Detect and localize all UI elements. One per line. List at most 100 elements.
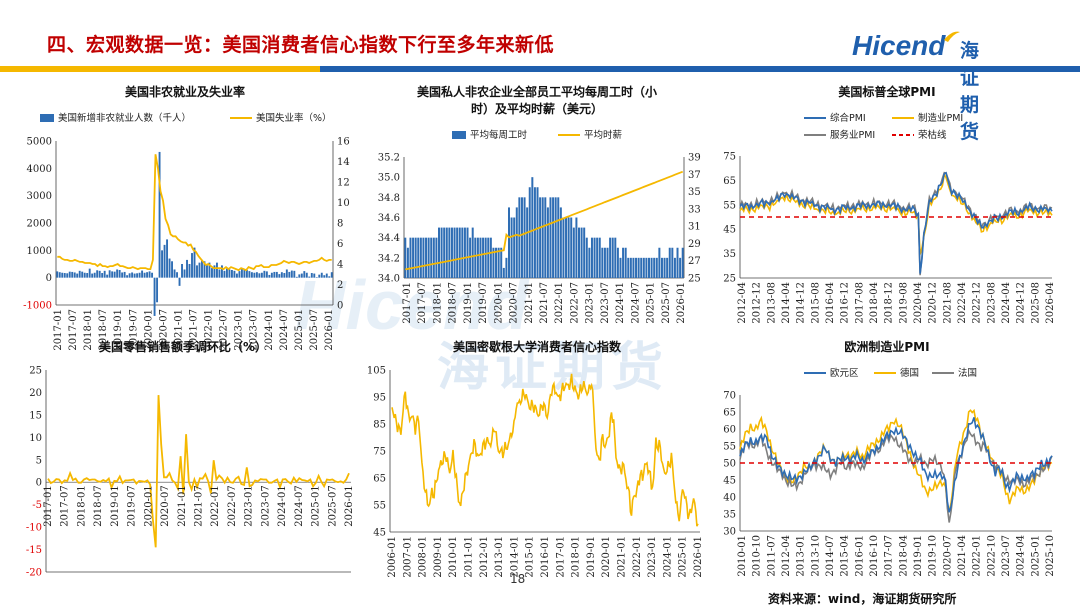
payroll-bar — [151, 272, 154, 278]
x-tick-label: 2018-01 — [432, 282, 443, 324]
eurozone-pmi-line — [739, 417, 1053, 513]
weekly-hours-bar — [648, 257, 650, 278]
x-tick-label: 2013-01 — [494, 536, 505, 578]
x-tick-label: 2017-01 — [555, 536, 566, 578]
y-tick-label: 27 — [688, 256, 701, 267]
legend-label: 德国 — [900, 367, 919, 379]
legend-swatch — [40, 114, 54, 122]
x-tick-label: 2012-04 — [781, 535, 792, 577]
weekly-hours-bar — [461, 227, 464, 278]
payroll-bar — [126, 275, 129, 278]
weekly-hours-bar — [533, 187, 536, 278]
weekly-hours-bar — [422, 237, 425, 278]
y-tick-label: -15 — [26, 545, 42, 556]
weekly-hours-bar — [549, 197, 552, 278]
x-tick-label: 2023-07 — [1001, 535, 1012, 577]
weekly-hours-bar — [518, 197, 521, 278]
composite-pmi-line — [739, 171, 1053, 274]
x-tick-label: 2025-01 — [311, 485, 322, 527]
payroll-bar — [61, 272, 64, 278]
x-tick-label: 2019-08 — [898, 282, 909, 324]
x-tick-label: 2022-01 — [210, 485, 221, 527]
payroll-bar — [216, 262, 218, 278]
weekly-hours-bar — [637, 257, 640, 278]
payroll-bar — [315, 277, 318, 278]
x-tick-label: 2019-01 — [586, 536, 597, 578]
payroll-bar — [223, 270, 226, 278]
chart-umich-sentiment: 美国密歇根大学消费者信心指数 45 55 65 75 85 95 105 2006-01 2007… — [367, 339, 704, 578]
payroll-bar — [320, 272, 323, 278]
weekly-hours-bar — [676, 247, 679, 278]
x-tick-label: 2018-07 — [93, 485, 104, 527]
weekly-hours-bar — [627, 257, 630, 278]
y-tick-label: 75 — [723, 152, 736, 163]
weekly-hours-bar — [622, 247, 625, 278]
y-tick-label: 25 — [723, 274, 736, 285]
legend-label: 服务业PMI — [830, 129, 875, 141]
y-tick-label: 25 — [29, 366, 42, 377]
x-tick-label: 2023-07 — [249, 309, 260, 351]
unemployment-line — [57, 154, 332, 272]
x-tick-label: 2025-01 — [646, 282, 657, 324]
weekly-hours-bar — [531, 177, 534, 278]
x-tick-label: 2010-01 — [448, 536, 459, 578]
x-tick-label: 2024-01 — [277, 485, 288, 527]
x-tick-label: 2017-07 — [68, 309, 79, 351]
hourly-wage-line — [405, 170, 684, 271]
chart-title: 美国零售销售额季调环比（%） — [99, 339, 267, 354]
y-tick-label: 70 — [723, 391, 736, 402]
x-tick-label: 2023-07 — [600, 282, 611, 324]
x-tick-label: 2024-04 — [1001, 282, 1012, 324]
y-tick-label: 85 — [373, 420, 386, 431]
consumer-sentiment-line — [391, 373, 699, 527]
x-tick-label: 2025-01 — [1030, 535, 1041, 577]
payroll-bar — [181, 264, 183, 278]
payroll-bar — [248, 271, 251, 278]
weekly-hours-bar — [469, 237, 472, 278]
header-stripe-blue — [320, 66, 1080, 72]
weekly-hours-bar — [663, 257, 666, 278]
y-tick-label: 35 — [688, 187, 701, 198]
payroll-bar — [310, 273, 313, 278]
payroll-bar — [121, 272, 124, 278]
germany-pmi-line — [739, 408, 1053, 513]
weekly-hours-bar — [616, 247, 619, 278]
payroll-bar — [133, 273, 136, 278]
weekly-hours-bar — [487, 237, 490, 278]
weekly-hours-bar — [614, 237, 617, 278]
x-tick-label: 2022-01 — [554, 282, 565, 324]
y-tick-label: 16 — [337, 137, 350, 148]
weekly-hours-bar — [681, 247, 684, 278]
weekly-hours-bar — [515, 207, 518, 278]
x-tick-label: 2026-01 — [344, 485, 355, 527]
x-tick-label: 2026-01 — [324, 309, 335, 351]
payroll-bar — [118, 270, 121, 278]
payroll-bar — [218, 269, 221, 278]
payroll-bar — [143, 272, 146, 278]
payroll-bar — [283, 273, 286, 278]
weekly-hours-bar — [539, 197, 542, 278]
x-tick-label: 2011-07 — [766, 535, 777, 577]
x-tick-label: 2017-07 — [417, 282, 428, 324]
payroll-bar — [305, 272, 308, 278]
weekly-hours-bar — [635, 257, 638, 278]
y-tick-label: 12 — [337, 178, 350, 189]
x-tick-label: 2024-01 — [264, 309, 275, 351]
x-tick-label: 2020-04 — [913, 282, 924, 324]
y-tick-label: 45 — [723, 225, 736, 236]
legend-label: 平均每周工时 — [470, 129, 528, 141]
x-tick-label: 2021-01 — [617, 536, 628, 578]
payroll-bar — [235, 273, 238, 278]
payroll-bar — [113, 271, 116, 278]
weekly-hours-bar — [619, 257, 622, 278]
payroll-bar — [83, 272, 86, 278]
weekly-hours-bar — [432, 237, 435, 278]
payroll-bar — [156, 277, 159, 303]
y-tick-label: -5 — [32, 500, 42, 511]
payroll-bar — [173, 269, 176, 278]
payroll-bar — [146, 272, 149, 278]
payroll-bar — [166, 239, 168, 278]
weekly-hours-bar — [593, 237, 596, 278]
y-tick-label: 55 — [373, 501, 386, 512]
x-tick-label: 2025-08 — [1030, 282, 1041, 324]
